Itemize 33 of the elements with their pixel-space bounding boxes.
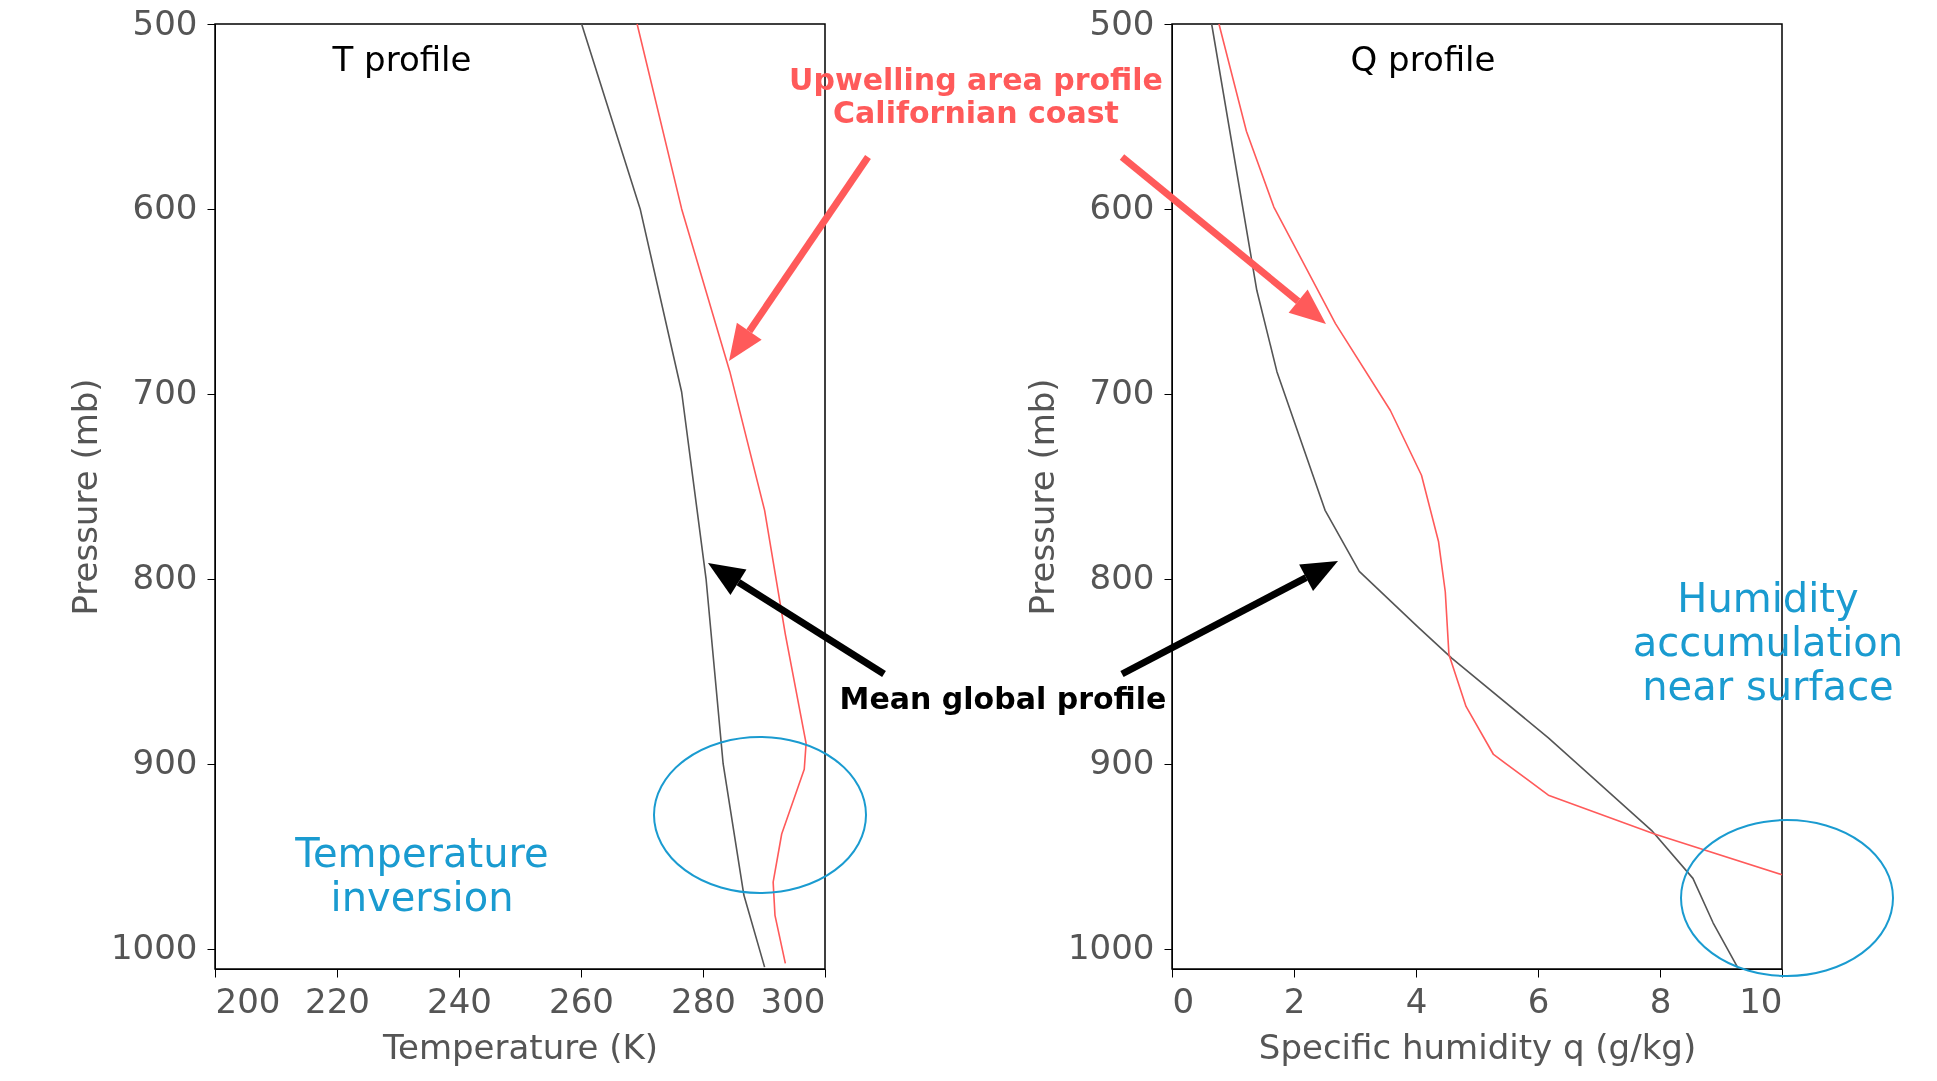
annotation: Temperature inversion (294, 830, 550, 920)
x-tick-label: 280 (671, 980, 736, 1021)
x-tick-label: 300 (760, 980, 826, 1021)
x-tick-label: 200 (215, 980, 281, 1021)
x-axis-title: Specific humidity q (g/kg) (1258, 1026, 1697, 1067)
text: Mean global profile (838, 680, 1168, 716)
y-tick-label: 600 (132, 187, 198, 228)
x-tick-label: 4 (1405, 980, 1428, 1021)
y-axis-title: Pressure (mb) (64, 378, 105, 616)
text: Q profile (1350, 39, 1496, 79)
x-tick-label: 2 (1283, 980, 1306, 1021)
x-tick-label: 8 (1649, 980, 1672, 1021)
y-tick-label: 1000 (110, 927, 198, 968)
y-tick-label: 700 (1089, 372, 1155, 413)
line-series (580, 23, 766, 968)
y-tick-label: 500 (1089, 2, 1155, 43)
x-tick-label: 260 (549, 980, 614, 1021)
y-tick-label: 600 (1089, 187, 1155, 228)
x-tick-label: 220 (305, 980, 370, 1021)
y-tick-label: 800 (1089, 557, 1155, 598)
y-tick-label: 800 (132, 557, 198, 598)
text: T profile (331, 39, 472, 79)
y-tick-label: 900 (1089, 742, 1155, 783)
y-tick-label: 500 (132, 2, 198, 43)
y-axis-title: Pressure (mb) (1021, 378, 1062, 616)
x-tick-label: 6 (1527, 980, 1550, 1021)
y-tick-label: 1000 (1067, 927, 1155, 968)
y-tick-label: 700 (132, 372, 198, 413)
x-tick-label: 240 (427, 980, 492, 1021)
x-tick-label: 0 (1172, 980, 1195, 1021)
x-tick-label: 10 (1739, 980, 1783, 1021)
y-tick-label: 900 (132, 742, 198, 783)
x-axis-title: Temperature (K) (381, 1026, 659, 1067)
